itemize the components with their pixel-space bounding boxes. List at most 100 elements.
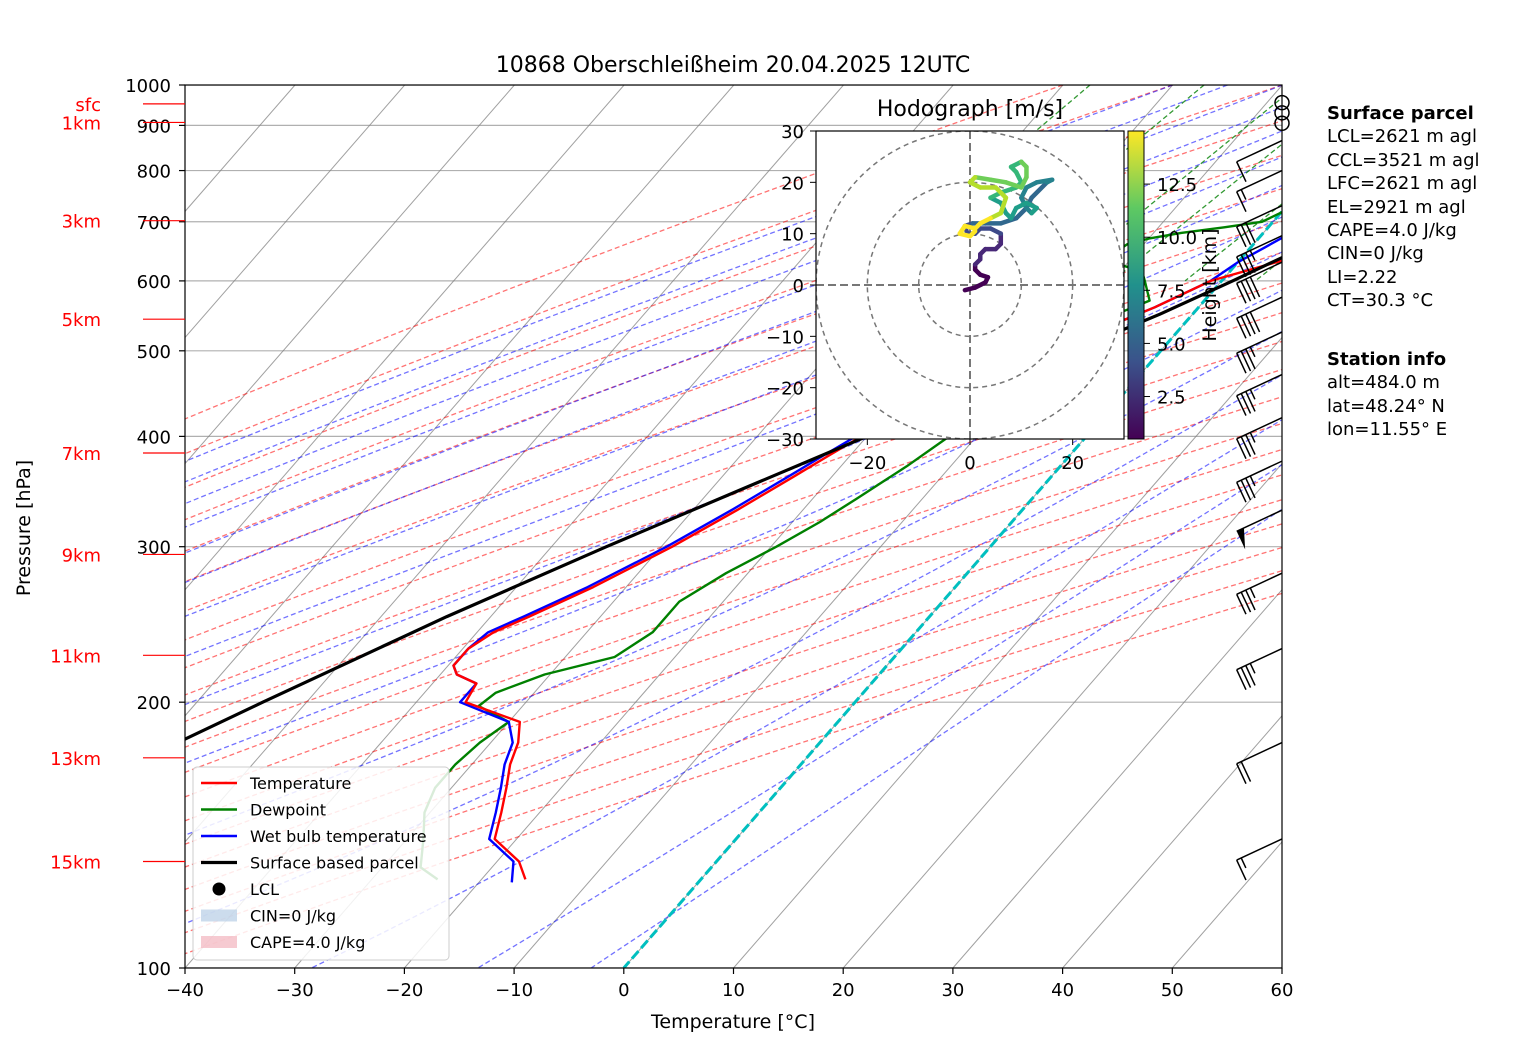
colorbar — [1127, 130, 1145, 440]
wind-barb-flag — [1240, 350, 1252, 372]
height-label: 1km — [62, 113, 101, 134]
zero-isotherm-line — [622, 209, 1282, 968]
surface-parcel-line: LFC=2621 m agl — [1327, 173, 1478, 195]
isotherm-line — [1062, 715, 1282, 968]
moist-adiabat — [185, 106, 1282, 528]
wind-barb-flag — [1236, 161, 1247, 183]
x-tick-label: 10 — [722, 980, 745, 1001]
dry-adiabat — [185, 523, 1282, 891]
wind-barb-flag — [1245, 222, 1256, 243]
wind-barb-flag — [1240, 591, 1252, 613]
isotherm-line — [952, 588, 1282, 968]
colorbar-tick-label: 5.0 — [1157, 334, 1186, 355]
hodograph-x-tick-label: 0 — [964, 453, 975, 474]
height-label: 9km — [62, 545, 101, 566]
wind-barb-staff — [1236, 509, 1283, 532]
hodograph: Hodograph [m/s] −20 0 20 30 20 10 0 −10 −20 −30 2… — [766, 97, 1221, 474]
dry-adiabat — [185, 282, 1282, 669]
wind-barb-staff — [1236, 169, 1283, 193]
legend-swatch-cin-0-j-kg — [201, 909, 237, 922]
mixing-ratio-line — [1184, 203, 1282, 282]
wind-barb-flag — [1245, 434, 1256, 455]
chart-title: 10868 Oberschleißheim 20.04.2025 12UTC — [496, 53, 971, 78]
wind-barb-flag — [1245, 278, 1256, 300]
x-tick-label: 40 — [1051, 980, 1074, 1001]
dry-adiabat — [185, 120, 1282, 521]
dry-adiabat — [185, 592, 1282, 955]
wind-barb-half-flag — [1249, 346, 1256, 358]
colorbar-label: Height [km] — [1199, 228, 1221, 341]
height-label: sfc — [75, 95, 101, 116]
legend-label: LCL — [250, 880, 279, 899]
wind-barb-flag — [1245, 477, 1256, 499]
colorbar-tick-label: 7.5 — [1157, 281, 1186, 302]
legend-swatch-cape-4-0-j-kg — [201, 936, 237, 948]
x-tick-label: 20 — [832, 980, 855, 1001]
wind-barb-staff — [1236, 838, 1283, 861]
colorbar-tick-label: 12.5 — [1157, 175, 1197, 196]
hodograph-trace — [957, 159, 1055, 293]
x-tick-label: −30 — [276, 980, 314, 1001]
x-tick-label: 60 — [1271, 980, 1294, 1001]
hodograph-background — [816, 131, 1124, 439]
x-tick-label: −10 — [495, 980, 533, 1001]
wind-barb-flag — [1236, 763, 1247, 784]
hodograph-segment — [998, 216, 1019, 226]
wind-barb-flag — [1245, 313, 1256, 335]
hodograph-segment — [998, 185, 1019, 195]
moist-adiabat — [311, 418, 1282, 968]
hodograph-segment — [972, 174, 993, 183]
zero-isotherm — [622, 209, 1282, 968]
y-tick-label: 800 — [137, 162, 171, 183]
wind-barb-flag — [1236, 395, 1247, 416]
hodograph-y-tick-label: −30 — [766, 430, 804, 451]
y-tick-label: 200 — [137, 693, 171, 714]
wind-barb-flag — [1240, 479, 1252, 501]
hodograph-title: Hodograph [m/s] — [877, 97, 1063, 122]
wind-barb-pennant — [1236, 527, 1246, 550]
dry-adiabat — [185, 154, 1282, 552]
surface-parcel-panel: Surface parcel LCL=2621 m agl CCL=3521 m… — [1327, 102, 1480, 313]
height-label: 7km — [62, 444, 101, 465]
moist-adiabat — [185, 251, 1282, 706]
x-tick-label: 0 — [618, 980, 629, 1001]
legend-label: CAPE=4.0 J/kg — [250, 933, 365, 952]
hodograph-y-tick-label: 10 — [781, 225, 804, 246]
legend-label: Wet bulb temperature — [250, 827, 427, 846]
isotherm-line — [842, 462, 1282, 968]
hodograph-x-tick-label: 20 — [1061, 453, 1084, 474]
wind-barb-flag — [1240, 436, 1252, 457]
wind-barb-flag — [1245, 589, 1256, 611]
wind-barb-flag — [1236, 481, 1247, 503]
axes: −40 −30 −20 −10 0 10 20 30 40 50 60100200300400500… — [125, 76, 1293, 1001]
height-label: 5km — [62, 310, 101, 331]
y-tick-label: 400 — [137, 427, 171, 448]
wind-barb-flag — [1249, 311, 1261, 333]
wind-barb-flag — [1236, 256, 1247, 278]
hodograph-segment — [967, 228, 978, 239]
x-tick-label: −20 — [385, 980, 423, 1001]
hodograph-segment — [998, 195, 1009, 216]
wind-barb-staff — [1236, 235, 1283, 258]
wind-barb-half-flag — [1249, 475, 1256, 487]
wind-barb-flag — [1240, 761, 1252, 782]
wind-barb-staff — [1236, 261, 1283, 284]
x-axis-label: Temperature [°C] — [650, 1011, 815, 1033]
wind-barb-flag — [1240, 280, 1252, 302]
hodograph-x-tick-label: −20 — [848, 453, 886, 474]
wind-barb-flag — [1236, 859, 1247, 881]
dry-adiabat — [185, 474, 1282, 845]
station-info-panel: Station info alt=484.0 m lat=48.24° N lo… — [1327, 348, 1447, 442]
wind-barb-staff — [1236, 460, 1283, 483]
hodograph-ticks: −20 0 20 30 20 10 0 −10 −20 −30 — [766, 122, 1084, 474]
surface-parcel-heading: Surface parcel — [1327, 103, 1474, 124]
moist-adiabat — [590, 508, 1282, 968]
series-line-temperature — [452, 259, 1282, 880]
height-label: 3km — [62, 212, 101, 233]
profiles — [185, 210, 1282, 883]
wind-barb-flag — [1240, 667, 1252, 688]
x-tick-label: 30 — [941, 980, 964, 1001]
colorbar-ticks: 2.5 5.0 7.5 10.0 12.5 — [1144, 175, 1197, 409]
